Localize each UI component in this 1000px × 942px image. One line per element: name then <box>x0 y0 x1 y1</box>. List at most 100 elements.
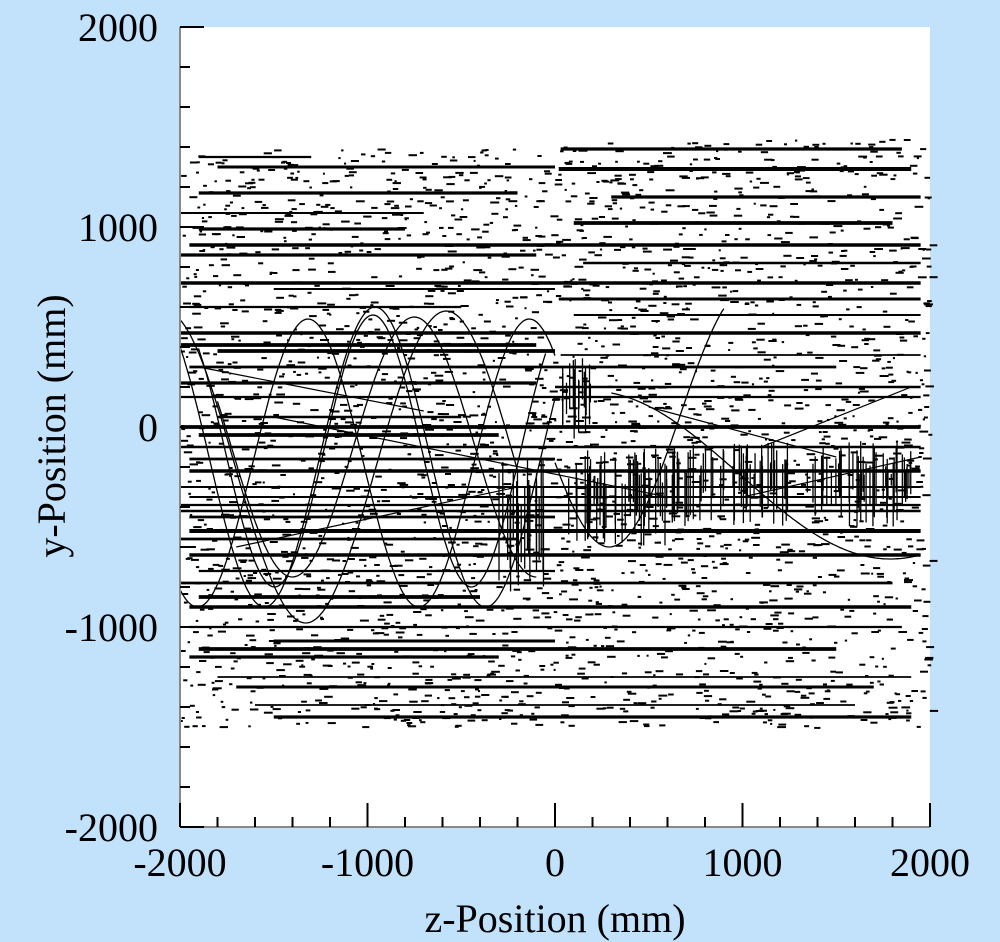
hit-point <box>706 211 715 214</box>
hit-point <box>535 235 542 237</box>
hit-point <box>740 256 748 259</box>
hit-point <box>478 313 483 316</box>
hit-point <box>320 569 330 572</box>
hit-point <box>446 428 453 431</box>
hit-point <box>833 447 839 450</box>
hit-point <box>543 573 549 575</box>
hit-point <box>856 461 865 463</box>
hit-point <box>860 367 868 370</box>
hit-point <box>417 200 424 203</box>
hit-point <box>827 243 833 245</box>
hit-point <box>772 165 777 168</box>
hit-point <box>815 388 822 391</box>
hit-point <box>586 568 595 571</box>
hit-point <box>256 169 260 172</box>
hit-point <box>212 694 216 697</box>
hit-point <box>745 302 750 305</box>
hit-point <box>232 361 238 364</box>
hit-point <box>331 487 341 490</box>
hit-point <box>437 697 440 700</box>
hit-point <box>186 356 189 358</box>
hit-point <box>515 669 520 672</box>
hit-point <box>542 190 548 193</box>
hit-point <box>772 676 781 679</box>
hit-point <box>751 477 754 480</box>
hit-point <box>276 415 280 418</box>
hit-point <box>221 706 226 709</box>
hit-point <box>652 346 659 348</box>
hit-point <box>585 613 593 616</box>
hit-point <box>616 388 622 391</box>
hit-point <box>302 613 306 616</box>
hit-point <box>885 713 889 716</box>
hit-point <box>412 388 421 391</box>
hit-point <box>827 295 832 298</box>
hit-point <box>293 370 296 373</box>
hit-point <box>416 576 425 579</box>
hit-point <box>713 604 721 607</box>
hit-point <box>651 352 659 355</box>
hit-point <box>370 155 376 158</box>
hit-point <box>315 594 320 597</box>
hit-point <box>290 191 293 194</box>
hit-point <box>603 235 612 238</box>
hit-point <box>248 433 257 436</box>
hit-point <box>924 176 931 179</box>
hit-point <box>386 178 393 181</box>
hit-point <box>393 693 399 696</box>
hit-point <box>912 610 918 612</box>
hit-point <box>578 391 584 394</box>
hit-point <box>476 246 485 249</box>
hit-point <box>388 468 392 471</box>
hit-point <box>580 472 584 475</box>
hit-point <box>682 588 690 590</box>
hit-point <box>919 430 929 433</box>
hit-point <box>823 516 827 519</box>
hit-point <box>612 611 616 614</box>
hit-point <box>269 271 273 274</box>
hit-point <box>513 588 521 591</box>
hit-point <box>525 369 532 372</box>
hit-point <box>350 186 353 189</box>
hit-point <box>812 556 817 559</box>
hit-point <box>887 417 894 420</box>
hit-point <box>920 690 926 693</box>
hit-point <box>920 474 925 477</box>
hit-point <box>612 500 616 503</box>
hit-point <box>653 334 657 337</box>
hit-point <box>590 577 596 580</box>
hit-point <box>654 541 661 544</box>
hit-point <box>779 551 789 554</box>
hit-point <box>648 517 658 520</box>
hit-point <box>685 302 692 305</box>
hit-point <box>442 342 451 345</box>
hit-point <box>922 494 931 497</box>
hit-point <box>223 419 229 422</box>
hit-point <box>274 218 284 221</box>
hit-point <box>509 191 518 194</box>
hit-point <box>452 648 455 651</box>
hit-point <box>576 244 579 247</box>
hit-point <box>219 726 228 729</box>
hit-point <box>887 581 891 583</box>
hit-point <box>844 639 848 642</box>
hit-point <box>806 476 811 479</box>
hit-point <box>383 717 391 720</box>
hit-point <box>274 311 282 314</box>
hit-point <box>565 200 572 203</box>
hit-point <box>899 339 908 342</box>
hit-point <box>535 524 538 527</box>
hit-point <box>658 697 662 700</box>
hit-point <box>359 447 363 450</box>
hit-point <box>626 539 636 542</box>
hit-point <box>566 618 573 621</box>
hit-point <box>489 554 498 557</box>
hit-point <box>920 485 924 488</box>
hit-point <box>644 725 650 728</box>
hit-point <box>722 172 731 175</box>
hit-point <box>308 503 316 506</box>
hit-point <box>407 357 416 360</box>
hit-point <box>308 268 316 271</box>
hit-point <box>701 598 707 601</box>
hit-point <box>595 602 602 605</box>
